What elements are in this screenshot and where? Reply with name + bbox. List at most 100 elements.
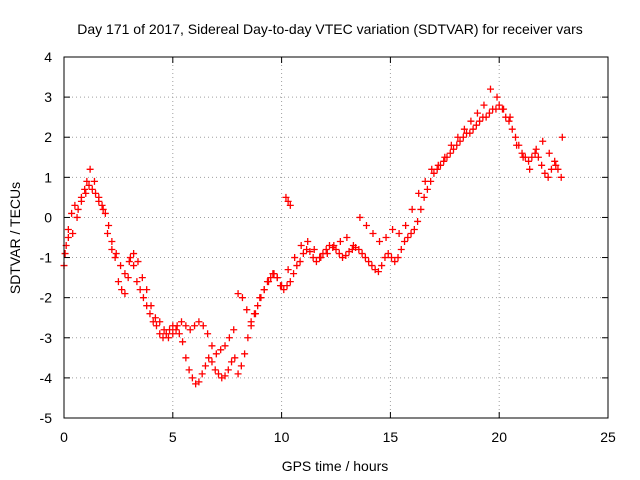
data-point [256, 294, 264, 302]
data-point [237, 362, 245, 370]
data-point [69, 229, 77, 237]
data-point [525, 157, 533, 165]
data-point [382, 234, 390, 241]
data-point [513, 141, 521, 149]
data-point [414, 217, 422, 225]
y-tick-label: -3 [40, 330, 53, 346]
data-point [234, 370, 242, 378]
data-point [182, 354, 190, 362]
data-point [82, 189, 90, 197]
data-point [230, 326, 238, 334]
data-point [83, 177, 91, 185]
y-tick-label: -5 [40, 410, 53, 426]
data-point [447, 141, 455, 149]
data-point [408, 205, 416, 213]
data-point [278, 282, 286, 290]
data-point [117, 262, 125, 270]
chart-title: Day 171 of 2017, Sidereal Day-to-day VTE… [77, 21, 583, 37]
data-point [440, 157, 448, 165]
data-point [173, 322, 181, 330]
data-point [217, 346, 225, 354]
data-point [397, 246, 405, 254]
data-point [68, 209, 76, 217]
data-point [441, 153, 449, 161]
data-point [92, 189, 100, 197]
data-point [493, 93, 501, 101]
data-point [228, 358, 236, 366]
data-point [247, 318, 255, 326]
data-point [544, 173, 552, 181]
data-point [539, 137, 547, 145]
y-tick-label: 0 [44, 209, 52, 225]
data-point [114, 278, 122, 286]
data-point [71, 201, 79, 209]
data-point [369, 229, 377, 237]
data-point [508, 125, 516, 133]
data-point [330, 242, 338, 250]
data-point [195, 318, 203, 326]
data-point [151, 314, 159, 322]
data-point [208, 342, 216, 350]
data-point [317, 254, 325, 262]
data-point [376, 238, 384, 246]
data-point [85, 181, 93, 189]
data-point [260, 286, 268, 294]
x-tick-label: 0 [60, 429, 68, 445]
data-point [323, 250, 331, 258]
data-point [199, 322, 207, 330]
data-point [238, 294, 246, 302]
data-point [473, 109, 481, 117]
data-point [185, 366, 193, 374]
chart-grid [64, 57, 608, 418]
data-point [244, 334, 252, 342]
data-point [384, 250, 392, 258]
data-point [547, 165, 555, 173]
data-point [552, 161, 560, 169]
data-point [421, 177, 429, 185]
data-point [410, 225, 418, 233]
data-point [221, 342, 229, 350]
data-point [454, 133, 462, 141]
data-point [355, 246, 363, 254]
data-point [221, 372, 229, 380]
data-point [251, 310, 259, 318]
data-point [456, 137, 464, 145]
x-tick-label: 20 [491, 429, 507, 445]
data-point [130, 250, 138, 258]
data-point [191, 322, 199, 330]
y-tick-label: 3 [44, 89, 52, 105]
data-point [286, 201, 294, 209]
data-point [231, 354, 239, 362]
data-point [286, 278, 294, 286]
data-point [162, 330, 170, 338]
data-point [73, 213, 81, 221]
data-point [211, 366, 219, 374]
data-point [234, 290, 242, 298]
data-point [500, 105, 508, 113]
data-point [125, 258, 133, 266]
data-point [64, 234, 72, 241]
data-point [423, 185, 431, 193]
data-point [420, 193, 428, 201]
data-point [134, 258, 142, 266]
data-point [265, 278, 273, 286]
data-point [169, 330, 177, 338]
data-point [306, 248, 314, 256]
data-point [526, 165, 534, 173]
data-point [349, 242, 357, 250]
data-point [336, 238, 344, 246]
data-point [505, 117, 513, 125]
data-point [554, 165, 562, 173]
data-point [428, 165, 436, 173]
data-point [335, 250, 343, 258]
data-point [164, 334, 172, 342]
data-point [361, 254, 369, 262]
data-point [492, 105, 500, 113]
data-point [391, 258, 399, 266]
data-point [290, 270, 298, 278]
data-point [495, 101, 503, 109]
data-point [139, 294, 147, 302]
data-point [198, 370, 206, 378]
data-point [466, 129, 474, 137]
